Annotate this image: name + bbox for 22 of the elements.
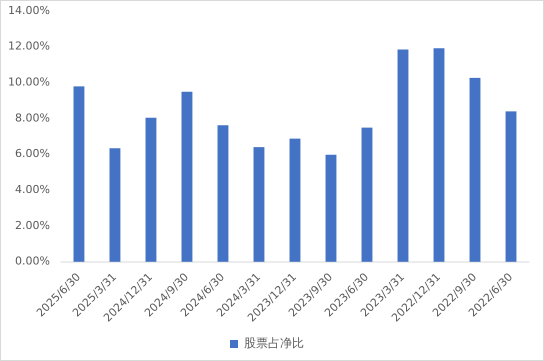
bar xyxy=(74,86,84,262)
y-tick-label: 4.00% xyxy=(14,183,50,196)
bar xyxy=(326,154,336,262)
y-tick-label: 2.00% xyxy=(14,218,50,232)
bar xyxy=(182,92,192,262)
legend-label: 股票占净比 xyxy=(244,336,304,350)
bar xyxy=(146,118,156,262)
bar xyxy=(290,138,300,262)
bar xyxy=(110,148,120,262)
y-tick-label: 10.00% xyxy=(8,76,50,89)
bar xyxy=(434,48,444,262)
y-tick-label: 0.00% xyxy=(14,254,50,268)
y-tick-label: 14.00% xyxy=(8,4,50,17)
bar xyxy=(470,78,480,262)
y-tick-label: 12.00% xyxy=(8,40,50,53)
bar xyxy=(362,128,372,262)
y-tick-label: 6.00% xyxy=(14,147,50,160)
bar xyxy=(218,125,228,262)
bar xyxy=(254,147,264,262)
y-tick-label: 8.00% xyxy=(14,111,50,124)
bar xyxy=(398,50,408,262)
bar xyxy=(506,111,516,262)
